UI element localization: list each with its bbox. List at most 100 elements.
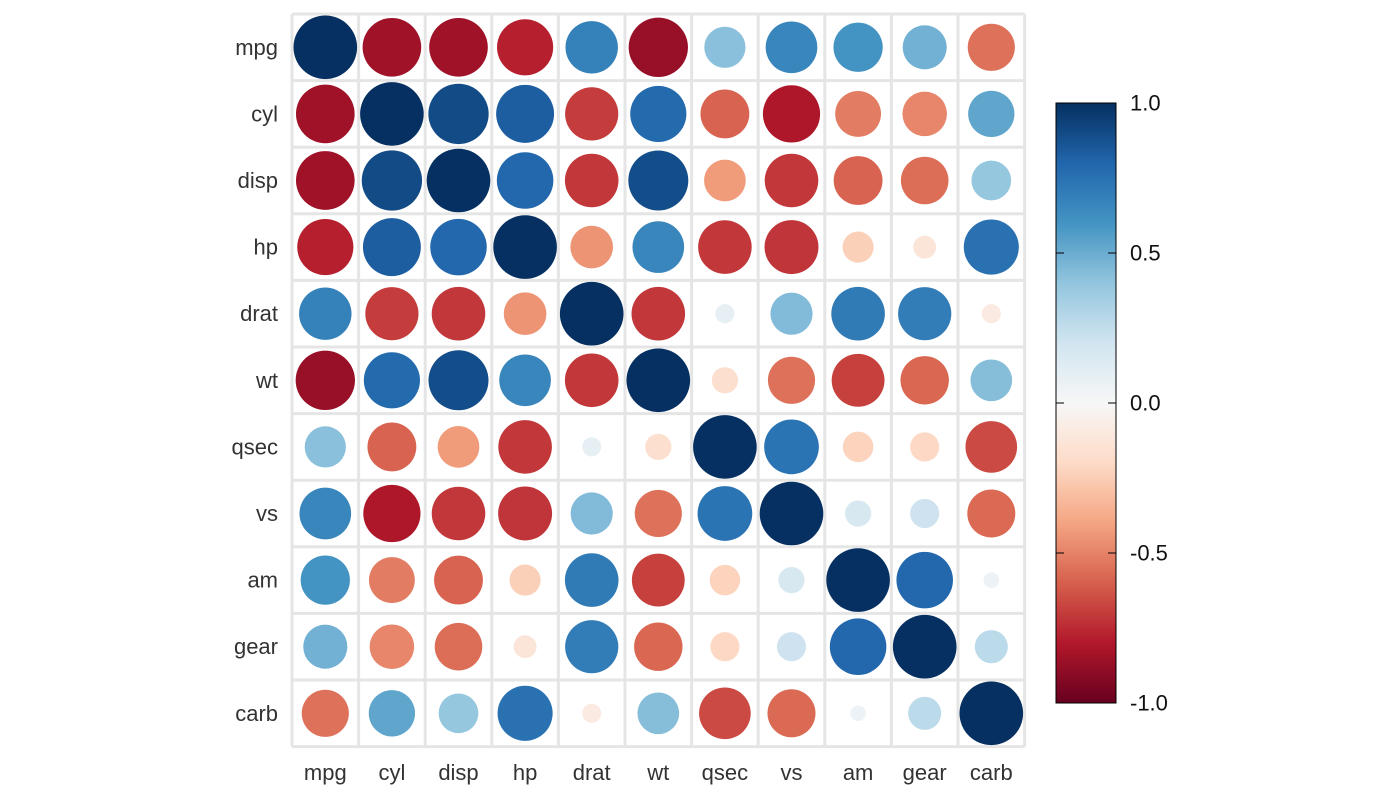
corr-circle-am-disp [434, 555, 483, 605]
corr-circle-disp-disp [426, 148, 491, 213]
corr-circle-am-am [826, 548, 890, 612]
corr-circle-hp-carb [963, 219, 1019, 275]
corr-circle-cyl-gear [902, 91, 947, 137]
column-label-am: am [843, 760, 874, 785]
corr-circle-qsec-carb [965, 421, 1018, 473]
row-label-wt: wt [255, 368, 278, 393]
corr-circle-hp-cyl [362, 218, 421, 277]
column-label-wt: wt [646, 760, 669, 785]
corr-circle-mpg-vs [765, 21, 818, 74]
corr-circle-gear-am [829, 618, 887, 675]
corr-circle-cyl-vs [762, 85, 821, 143]
corr-circle-cyl-carb [968, 90, 1015, 138]
corr-circle-wt-gear [900, 356, 949, 405]
corr-circle-wt-wt [626, 348, 691, 413]
corr-circle-am-carb [983, 572, 1000, 588]
corr-circle-vs-cyl [363, 484, 421, 543]
corr-circle-wt-cyl [363, 352, 420, 409]
corr-circle-hp-am [842, 231, 874, 263]
corr-circle-mpg-hp [497, 19, 554, 76]
corr-circle-cyl-drat [565, 87, 619, 141]
corr-circle-mpg-wt [628, 17, 688, 77]
corr-circle-vs-qsec [697, 486, 753, 541]
column-label-drat: drat [573, 760, 611, 785]
corr-circle-am-wt [631, 553, 685, 607]
colorbar: 1.0 0.5 0.0 -0.5 -1.0 [1055, 91, 1168, 716]
corr-circle-wt-drat [564, 353, 619, 408]
corr-circle-vs-carb [967, 489, 1016, 538]
corr-circle-disp-mpg [295, 151, 355, 210]
corr-circle-am-cyl [368, 557, 415, 604]
column-label-qsec: qsec [702, 760, 748, 785]
corr-circle-am-mpg [300, 555, 350, 605]
corr-circle-cyl-cyl [360, 82, 424, 146]
corr-circle-mpg-gear [902, 25, 947, 70]
corr-circle-qsec-drat [582, 437, 602, 457]
corr-circle-gear-gear [892, 614, 957, 679]
corr-circle-qsec-wt [645, 433, 672, 461]
corr-circle-vs-wt [634, 489, 682, 538]
corr-circle-cyl-wt [630, 85, 687, 142]
corr-circle-gear-drat [565, 620, 619, 674]
corr-circle-hp-drat [570, 225, 614, 269]
corr-circle-disp-wt [628, 150, 689, 211]
row-label-carb: carb [235, 701, 278, 726]
corr-circle-gear-cyl [369, 624, 415, 669]
corr-circle-carb-qsec [699, 687, 751, 740]
corr-circle-qsec-am [842, 431, 874, 463]
corr-circle-carb-wt [637, 692, 680, 735]
corr-circle-disp-vs [764, 153, 819, 208]
corr-circle-vs-am [844, 500, 872, 527]
corr-circle-disp-gear [900, 156, 949, 205]
column-label-disp: disp [438, 760, 478, 785]
corr-circle-am-qsec [709, 564, 741, 596]
row-label-vs: vs [256, 501, 278, 526]
corr-circle-carb-mpg [301, 689, 349, 737]
corr-circle-wt-mpg [295, 350, 355, 410]
corr-circle-cyl-disp [428, 83, 489, 145]
corr-circle-gear-mpg [303, 624, 348, 669]
corr-circle-am-hp [509, 564, 541, 596]
colorbar-tick-label: 0.5 [1130, 241, 1161, 266]
grid-lines [290, 12, 1027, 749]
corr-circle-drat-disp [431, 286, 486, 341]
corr-circle-vs-vs [759, 481, 824, 546]
colorbar-tick-label: -0.5 [1130, 541, 1168, 566]
corr-circle-drat-drat [559, 281, 624, 346]
corr-circle-carb-disp [438, 693, 479, 734]
row-labels: mpg cyl disp hp drat wt qsec vs am gear carb [232, 35, 278, 726]
row-label-drat: drat [240, 301, 278, 326]
corr-circle-vs-drat [570, 492, 613, 535]
corr-circle-cyl-mpg [295, 84, 355, 144]
corr-circle-carb-carb [959, 681, 1024, 746]
corr-circle-am-vs [778, 566, 805, 594]
row-label-mpg: mpg [235, 35, 278, 60]
corr-circle-disp-cyl [361, 150, 423, 211]
colorbar-tick-label: -1.0 [1130, 691, 1168, 716]
corr-circle-qsec-vs [764, 419, 819, 475]
row-label-cyl: cyl [251, 101, 278, 126]
corr-circle-gear-carb [974, 630, 1008, 664]
corr-circle-mpg-qsec [704, 26, 746, 68]
row-label-hp: hp [254, 235, 278, 260]
corr-circle-mpg-carb [967, 23, 1015, 71]
corr-circle-gear-hp [513, 635, 537, 659]
column-label-carb: carb [970, 760, 1013, 785]
corr-circle-mpg-disp [429, 17, 488, 77]
row-label-gear: gear [234, 634, 278, 659]
corr-circle-disp-am [833, 156, 883, 205]
corr-circle-mpg-am [833, 22, 883, 72]
corr-circle-drat-cyl [365, 287, 419, 341]
corr-circle-carb-drat [582, 703, 602, 723]
corr-circle-wt-carb [970, 359, 1013, 402]
corr-circle-qsec-hp [498, 420, 552, 474]
corr-circle-vs-gear [910, 498, 940, 529]
corr-circle-disp-carb [971, 160, 1012, 201]
row-label-disp: disp [238, 168, 278, 193]
corr-circle-disp-qsec [704, 159, 746, 202]
corr-circle-wt-am [831, 353, 885, 407]
corr-circle-qsec-mpg [304, 426, 346, 468]
corr-circle-disp-hp [496, 152, 554, 209]
column-label-vs: vs [781, 760, 803, 785]
